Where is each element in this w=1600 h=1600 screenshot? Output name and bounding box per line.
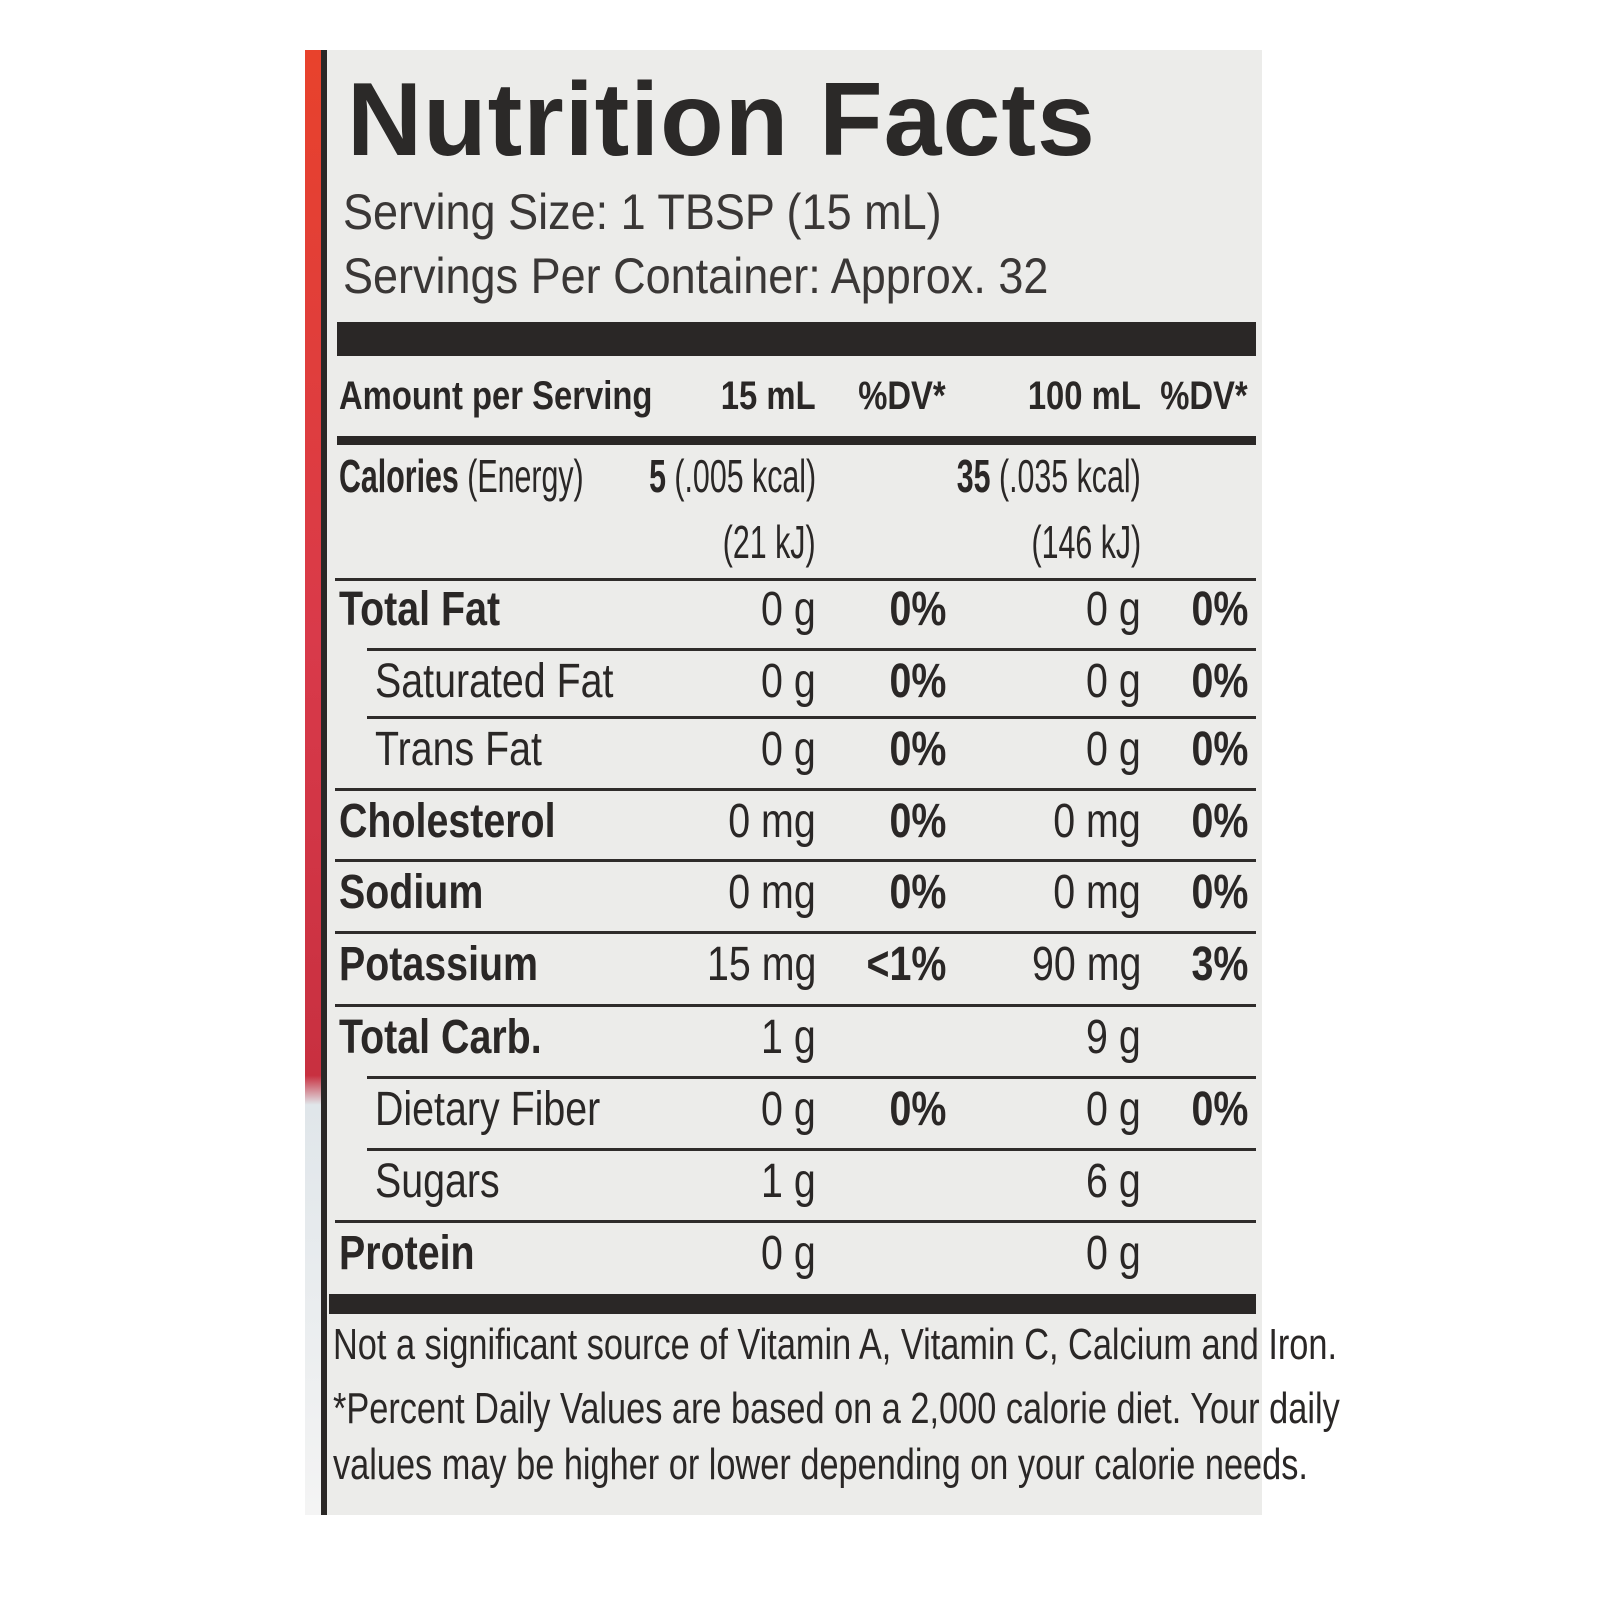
nutrient-name: Sugars [375,1155,500,1208]
nutrient-name: Trans Fat [375,723,542,776]
dv-15ml: 0% [889,795,946,848]
amount-15ml: 0 mg [728,795,816,848]
calories-v2-kcal: (.035 kcal) [999,450,1141,502]
divider [335,931,1256,934]
nutrient-row: Dietary Fiber 0 g 0% 0 g 0% [335,1082,1256,1152]
dv-100ml: 0% [1191,795,1248,848]
package-red-edge [305,50,321,1515]
amount-15ml: 1 g [761,1011,816,1064]
amount-100ml: 90 mg [1031,938,1141,991]
nutrient-name: Total Fat [339,583,501,636]
dv-100ml: 3% [1191,938,1248,991]
amount-100ml: 0 g [1086,1227,1141,1280]
divider [335,788,1256,791]
calories-v1-kcal: (.005 kcal) [674,450,816,502]
calories-v2-kj: (146 kJ) [1031,516,1141,568]
nutrient-row: Trans Fat 0 g 0% 0 g 0% [335,722,1256,792]
amount-15ml: 0 g [761,723,816,776]
calories-v2: 35 [957,450,991,502]
serving-size: Serving Size: 1 TBSP (15 mL) [343,184,942,240]
label-title: Nutrition Facts [347,62,1096,178]
nutrient-row: Protein 0 g 0 g [335,1226,1256,1296]
dv2-header: %DV* [1160,374,1248,418]
thick-divider [337,322,1256,356]
amount-15ml: 1 g [761,1155,816,1208]
amount-15ml: 15 mg [706,938,816,991]
dv-100ml: 0% [1191,655,1248,708]
col1-header: 15 mL [721,374,816,418]
dv-100ml: 0% [1191,866,1248,919]
divider [367,1076,1256,1079]
nutrient-row: Sugars 1 g 6 g [335,1154,1256,1224]
calories-row: Calories (Energy) 5 (.005 kcal) (21 kJ) … [335,448,1256,578]
dv-100ml: 0% [1191,1083,1248,1136]
footnote-daily-values-cont: values may be higher or lower depending … [333,1440,1308,1489]
dv-15ml: 0% [889,723,946,776]
divider [335,859,1256,862]
dv-100ml: 0% [1191,723,1248,776]
nutrient-name: Saturated Fat [375,655,614,708]
amount-15ml: 0 g [761,655,816,708]
dv-15ml: 0% [889,583,946,636]
amount-15ml: 0 mg [728,866,816,919]
amount-header: Amount per Serving [339,374,653,418]
footnote-vitamins: Not a significant source of Vitamin A, V… [333,1320,1338,1369]
nutrient-row: Sodium 0 mg 0% 0 mg 0% [335,865,1256,935]
nutrient-name: Dietary Fiber [375,1083,601,1136]
nutrient-row: Potassium 15 mg <1% 90 mg 3% [335,937,1256,1007]
amount-100ml: 0 g [1086,723,1141,776]
nutrient-name: Total Carb. [339,1011,542,1064]
dv-100ml: 0% [1191,583,1248,636]
divider [367,716,1256,719]
dv-15ml: <1% [866,938,946,991]
nutrient-name: Sodium [339,866,484,919]
nutrient-name: Protein [339,1227,475,1280]
amount-100ml: 6 g [1086,1155,1141,1208]
dv-15ml: 0% [889,1083,946,1136]
amount-100ml: 0 g [1086,655,1141,708]
col2-header: 100 mL [1027,374,1141,418]
nutrient-row: Total Fat 0 g 0% 0 g 0% [335,582,1256,652]
dv1-header: %DV* [858,374,946,418]
amount-100ml: 0 g [1086,583,1141,636]
nutrient-row: Cholesterol 0 mg 0% 0 mg 0% [335,794,1256,864]
nutrient-row: Total Carb. 1 g 9 g [335,1010,1256,1080]
servings-per-container: Servings Per Container: Approx. 32 [343,248,1049,304]
divider [335,578,1256,581]
footnote-daily-values: *Percent Daily Values are based on a 2,0… [333,1384,1340,1433]
calories-v1-kj: (21 kJ) [723,516,816,568]
amount-15ml: 0 g [761,1227,816,1280]
divider [335,1004,1256,1007]
amount-100ml: 0 mg [1053,795,1141,848]
amount-100ml: 0 mg [1053,866,1141,919]
divider [335,1220,1256,1223]
divider [367,1148,1256,1151]
medium-divider [337,436,1256,445]
calories-v1: 5 [648,450,666,502]
dv-15ml: 0% [889,866,946,919]
nutrient-name: Potassium [339,938,539,991]
calories-sub: (Energy) [467,450,584,502]
amount-15ml: 0 g [761,583,816,636]
divider [367,648,1256,651]
amount-100ml: 0 g [1086,1083,1141,1136]
nutrition-facts-label: Nutrition Facts Serving Size: 1 TBSP (15… [321,50,1340,1515]
column-header-row: Amount per Serving 15 mL %DV* 100 mL %DV… [335,368,1256,438]
dv-15ml: 0% [889,655,946,708]
thick-divider-bottom [329,1294,1256,1314]
amount-15ml: 0 g [761,1083,816,1136]
amount-100ml: 9 g [1086,1011,1141,1064]
nutrient-row: Saturated Fat 0 g 0% 0 g 0% [335,654,1256,724]
calories-label: Calories [339,450,459,502]
nutrient-name: Cholesterol [339,795,556,848]
